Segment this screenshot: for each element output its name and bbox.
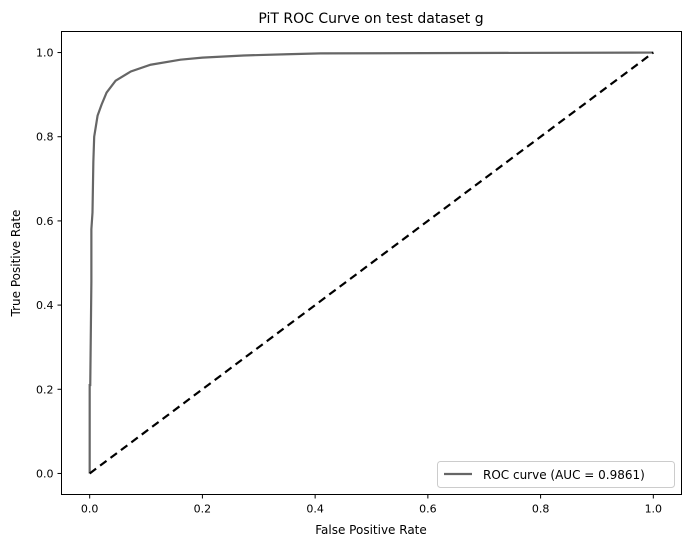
- x-tick-label: 0.8: [532, 503, 550, 516]
- chart-title: PiT ROC Curve on test dataset g: [258, 11, 483, 27]
- chance-diagonal-line: [89, 51, 654, 475]
- x-axis-label: False Positive Rate: [315, 523, 427, 537]
- y-tick-label: 0.2: [36, 383, 54, 396]
- y-tick-label: 1.0: [36, 47, 54, 60]
- plot-frame: [61, 31, 682, 495]
- x-tick-label: 1.0: [645, 503, 663, 516]
- legend-label: ROC curve (AUC = 0.9861): [483, 468, 645, 482]
- y-tick-label: 0.8: [36, 131, 54, 144]
- roc-curve-line: [88, 51, 654, 474]
- y-axis-label: True Positive Rate: [9, 210, 23, 318]
- legend-box: [437, 461, 675, 488]
- x-tick-label: 0.4: [306, 503, 324, 516]
- x-tick-label: 0.6: [419, 503, 437, 516]
- x-tick-label: 0.0: [81, 503, 99, 516]
- y-tick-label: 0.0: [36, 467, 54, 480]
- y-tick-label: 0.4: [36, 299, 54, 312]
- y-tick-label: 0.6: [36, 215, 54, 228]
- x-tick-label: 0.2: [194, 503, 212, 516]
- legend: ROC curve (AUC = 0.9861): [437, 461, 675, 488]
